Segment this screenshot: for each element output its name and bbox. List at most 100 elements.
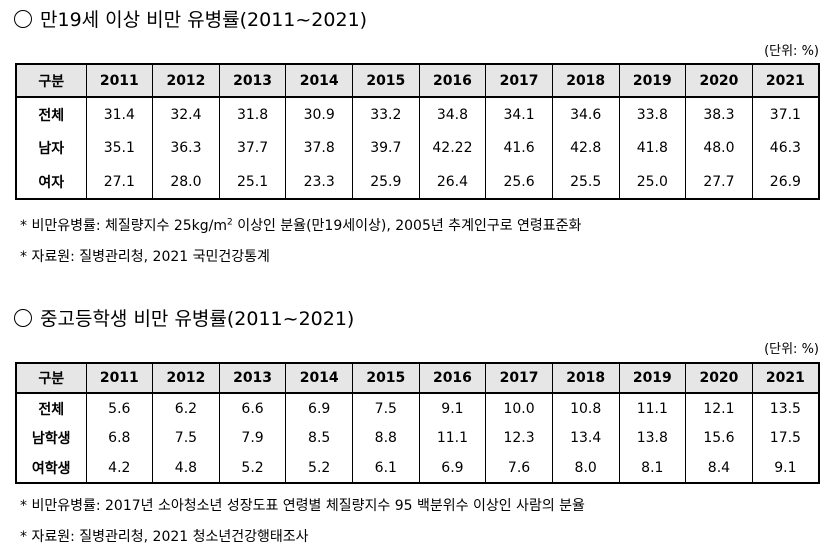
row-label: 남자 (15, 131, 87, 165)
table-cell: 13.4 (551, 423, 620, 453)
header-year: 2020 (685, 362, 753, 394)
table-cell: 37.7 (218, 131, 287, 165)
table-cell: 34.8 (418, 97, 487, 131)
header-year: 2016 (418, 362, 487, 394)
table-cell: 6.2 (152, 393, 220, 423)
table-cell: 35.1 (85, 131, 154, 165)
youth-unit-label: (단위: %) (764, 342, 819, 357)
header-year: 2018 (551, 362, 620, 394)
table-cell: 27.7 (685, 165, 753, 199)
table-cell: 46.3 (751, 131, 820, 165)
header-year: 2021 (751, 362, 820, 394)
header-year: 2014 (285, 362, 353, 394)
header-year: 2017 (485, 63, 553, 98)
table-cell: 37.1 (751, 97, 820, 131)
adult-unit-label: (단위: %) (764, 44, 819, 59)
table-cell: 34.1 (485, 97, 553, 131)
table-cell: 13.5 (751, 393, 820, 423)
table-cell: 25.6 (485, 165, 553, 199)
table-cell: 25.0 (618, 165, 687, 199)
row-label: 여학생 (15, 453, 87, 483)
table-cell: 8.4 (685, 453, 753, 483)
header-year: 2017 (485, 362, 553, 394)
table-cell: 6.9 (285, 393, 353, 423)
header-year: 2020 (685, 63, 753, 98)
table-cell: 10.8 (551, 393, 620, 423)
adult-section-title: 만19세 이상 비만 유병률(2011~2021) (14, 8, 367, 32)
table-cell: 7.5 (152, 423, 220, 453)
header-category: 구분 (15, 63, 87, 98)
table-cell: 26.9 (751, 165, 820, 199)
table-cell: 6.6 (218, 393, 287, 423)
bullet-circle-icon (14, 309, 32, 327)
header-year: 2011 (85, 63, 154, 98)
table-cell: 8.0 (551, 453, 620, 483)
table-cell: 33.8 (618, 97, 687, 131)
youth-obesity-table: 구분 2011 2012 2013 2014 2015 2016 2017 2018 2019 20… (15, 362, 820, 484)
table-cell: 7.5 (352, 393, 420, 423)
table-cell: 38.3 (685, 97, 753, 131)
table-cell: 4.2 (85, 453, 154, 483)
header-year: 2018 (551, 63, 620, 98)
table-cell: 42.22 (418, 131, 487, 165)
row-label: 여자 (15, 165, 87, 199)
header-year: 2012 (152, 63, 220, 98)
header-year: 2013 (218, 362, 287, 394)
row-label: 전체 (15, 393, 87, 423)
table-cell: 39.7 (352, 131, 420, 165)
table-cell: 5.2 (285, 453, 353, 483)
header-year: 2013 (218, 63, 287, 98)
table-cell: 48.0 (685, 131, 753, 165)
youth-source-note: * 자료원: 질병관리청, 2021 청소년건강행태조사 (20, 529, 309, 545)
youth-definition-note: * 비만유병률: 2017년 소아청소년 성장도표 연령별 체질량지수 95 백… (20, 498, 585, 514)
table-row: 여학생 4.2 4.8 5.2 5.2 6.1 6.9 7.6 8.0 8.1 8.4 9.1 (15, 453, 820, 483)
header-year: 2019 (618, 63, 687, 98)
table-cell: 17.5 (751, 423, 820, 453)
table-cell: 6.8 (85, 423, 154, 453)
header-year: 2015 (352, 63, 420, 98)
table-cell: 27.1 (85, 165, 154, 199)
adult-obesity-table: 구분 2011 2012 2013 2014 2015 2016 2017 2018 2019 20… (15, 63, 820, 200)
table-cell: 26.4 (418, 165, 487, 199)
table-cell: 15.6 (685, 423, 753, 453)
table-header-row: 구분 2011 2012 2013 2014 2015 2016 2017 2018 2019 20… (15, 63, 820, 98)
table-cell: 41.8 (618, 131, 687, 165)
table-cell: 12.3 (485, 423, 553, 453)
table-cell: 6.9 (418, 453, 487, 483)
table-cell: 23.3 (285, 165, 353, 199)
table-row: 여자 27.1 28.0 25.1 23.3 25.9 26.4 25.6 25.5 25.0 27… (15, 165, 820, 199)
table-cell: 11.1 (418, 423, 487, 453)
adult-definition-note: * 비만유병률: 체질량지수 25kg/m2 이상인 분율(만19세이상), 2… (20, 217, 582, 234)
table-cell: 5.2 (218, 453, 287, 483)
table-row: 전체 5.6 6.2 6.6 6.9 7.5 9.1 10.0 10.8 11.1 12.1 13.5 (15, 393, 820, 423)
table-cell: 33.2 (352, 97, 420, 131)
header-category: 구분 (15, 362, 87, 394)
table-cell: 5.6 (85, 393, 154, 423)
table-cell: 25.5 (551, 165, 620, 199)
header-year: 2012 (152, 362, 220, 394)
table-cell: 31.8 (218, 97, 287, 131)
table-cell: 25.9 (352, 165, 420, 199)
table-cell: 4.8 (152, 453, 220, 483)
header-year: 2016 (418, 63, 487, 98)
table-cell: 6.1 (352, 453, 420, 483)
table-cell: 12.1 (685, 393, 753, 423)
table-cell: 13.8 (618, 423, 687, 453)
table-cell: 9.1 (751, 453, 820, 483)
table-cell: 7.9 (218, 423, 287, 453)
table-cell: 8.8 (352, 423, 420, 453)
adult-source-note: * 자료원: 질병관리청, 2021 국민건강통계 (20, 249, 270, 265)
row-label: 전체 (15, 97, 87, 131)
table-cell: 11.1 (618, 393, 687, 423)
table-cell: 34.6 (551, 97, 620, 131)
table-cell: 10.0 (485, 393, 553, 423)
youth-section-title: 중고등학생 비만 유병률(2011~2021) (14, 307, 354, 331)
table-cell: 30.9 (285, 97, 353, 131)
table-header-row: 구분 2011 2012 2013 2014 2015 2016 2017 2018 2019 20… (15, 362, 820, 394)
table-cell: 42.8 (551, 131, 620, 165)
table-cell: 25.1 (218, 165, 287, 199)
table-row: 남자 35.1 36.3 37.7 37.8 39.7 42.22 41.6 42.8 41.8 4… (15, 131, 820, 165)
table-cell: 9.1 (418, 393, 487, 423)
header-year: 2015 (352, 362, 420, 394)
table-cell: 32.4 (152, 97, 220, 131)
